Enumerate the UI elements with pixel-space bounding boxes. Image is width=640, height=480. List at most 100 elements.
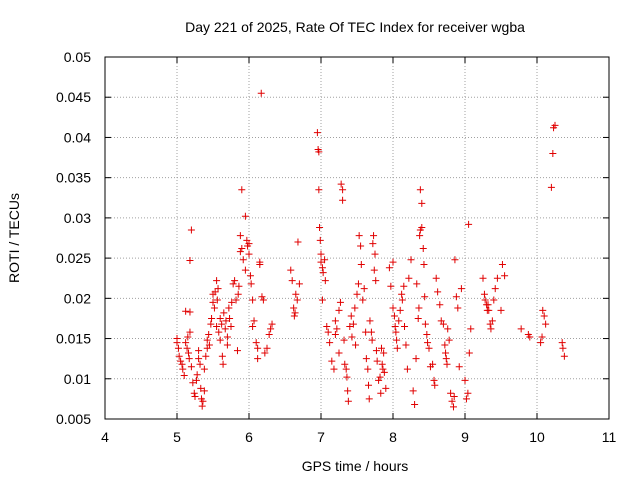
data-point (199, 397, 207, 405)
data-point (294, 238, 302, 246)
data-point (268, 320, 276, 328)
data-point (335, 306, 343, 314)
data-point (450, 392, 458, 400)
data-point (252, 339, 260, 347)
data-point (430, 376, 438, 384)
data-point (376, 373, 384, 381)
data-point (238, 244, 246, 252)
data-point (259, 296, 267, 304)
data-point (390, 312, 398, 320)
data-point (365, 395, 373, 403)
data-point (378, 360, 386, 368)
x-tick-label: 11 (602, 429, 617, 445)
data-point (368, 336, 376, 344)
data-point (372, 277, 380, 285)
data-point (549, 150, 557, 158)
data-point (342, 365, 350, 373)
data-point (331, 331, 339, 339)
data-point (213, 296, 221, 304)
data-point (369, 240, 377, 248)
data-point (501, 272, 509, 280)
data-point (195, 347, 203, 355)
data-point (517, 325, 525, 333)
plot-frame (104, 56, 610, 420)
data-point (425, 344, 433, 352)
data-point (291, 309, 299, 317)
data-point (349, 320, 357, 328)
data-point (333, 325, 341, 333)
data-point (467, 325, 475, 333)
data-point (179, 365, 187, 373)
data-point (233, 347, 241, 355)
data-point (493, 274, 501, 282)
data-point (214, 285, 222, 293)
data-point (371, 250, 379, 258)
data-point (200, 387, 208, 395)
data-point (364, 365, 372, 373)
data-point (444, 325, 452, 333)
data-point (419, 244, 427, 252)
data-points (173, 89, 568, 411)
y-tick-label: 0.02 (64, 290, 91, 306)
y-tick-label: 0.025 (56, 250, 91, 266)
data-point (177, 357, 185, 365)
data-point (211, 288, 219, 296)
y-tick-labels: 0.005 0.01 0.015 0.02 0.025 0.03 0.035 0.04 0.04… (56, 49, 91, 427)
data-point (413, 280, 421, 288)
data-point (222, 317, 230, 325)
grid-lines (105, 57, 609, 419)
data-point (409, 387, 417, 395)
data-point (443, 360, 451, 368)
data-point (479, 274, 487, 282)
data-point (213, 277, 221, 285)
data-point (375, 376, 383, 384)
data-point (387, 282, 395, 290)
data-point (377, 389, 385, 397)
data-point (220, 309, 228, 317)
data-point (209, 298, 217, 306)
data-point (462, 395, 470, 403)
data-point (480, 290, 488, 298)
data-point (403, 365, 411, 373)
data-point (216, 336, 224, 344)
data-point (405, 274, 413, 282)
data-point (380, 368, 388, 376)
data-point (295, 280, 303, 288)
data-point (436, 301, 444, 309)
y-tick-label: 0.035 (56, 170, 91, 186)
data-point (331, 317, 339, 325)
data-point (451, 256, 459, 264)
data-point (461, 376, 469, 384)
data-point (335, 349, 343, 357)
data-point (321, 277, 329, 285)
data-point (395, 317, 403, 325)
data-point (491, 285, 499, 293)
data-point (315, 148, 323, 156)
data-point (187, 226, 195, 234)
data-point (185, 349, 193, 357)
data-point (185, 355, 193, 363)
data-point (398, 296, 406, 304)
data-point (341, 360, 349, 368)
data-point (263, 344, 271, 352)
data-point (465, 349, 473, 357)
data-point (182, 307, 190, 315)
data-point (215, 328, 223, 336)
data-point (205, 331, 213, 339)
data-point (186, 308, 194, 316)
data-point (365, 381, 373, 389)
data-point (317, 250, 325, 258)
data-point (418, 199, 426, 207)
data-point (432, 274, 440, 282)
data-point (447, 389, 455, 397)
data-point (385, 264, 393, 272)
data-point (235, 282, 243, 290)
data-point (442, 349, 450, 357)
data-point (424, 339, 432, 347)
data-point (481, 296, 489, 304)
data-point (421, 293, 429, 301)
data-point (392, 328, 400, 336)
data-point (318, 296, 326, 304)
data-point (288, 277, 296, 285)
